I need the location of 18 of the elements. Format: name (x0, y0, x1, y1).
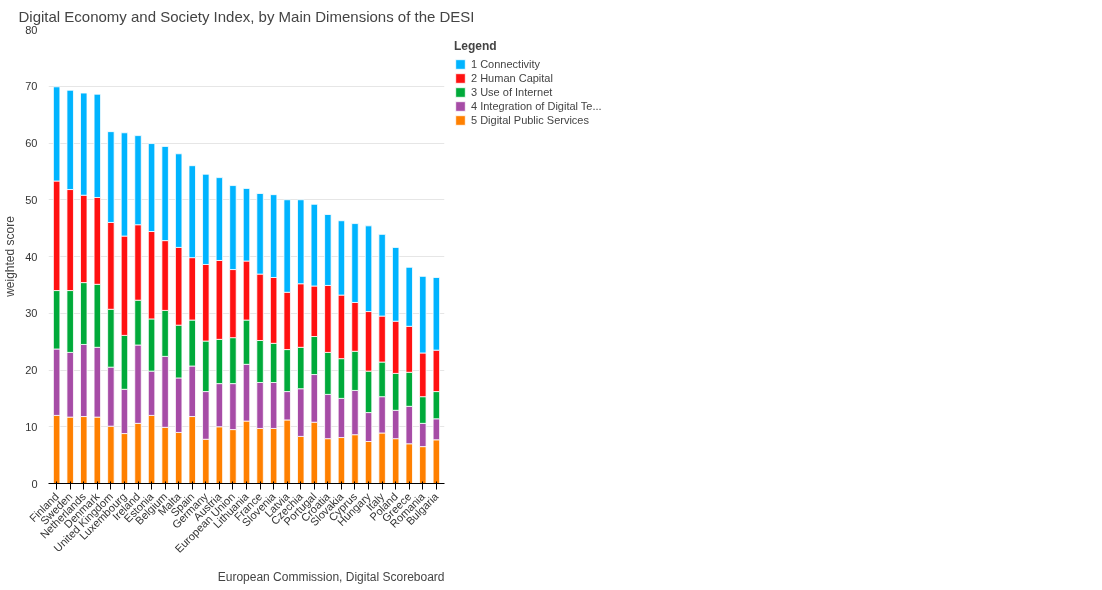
legend-label: 2 Human Capital (471, 72, 553, 84)
legend-label: 3 Use of Internet (471, 86, 553, 98)
y-tick-label: 0 (31, 477, 38, 490)
y-tick-label: 20 (25, 364, 38, 376)
y-tick-label: 10 (25, 420, 38, 433)
y-tick-label: 60 (25, 137, 38, 149)
chart-title: Digital Economy and Society Index, by Main Dimensions of the DESI (18, 7, 475, 25)
legend-label: 4 Integration of Digital Te... (471, 100, 602, 112)
y-tick-label: 70 (25, 80, 38, 93)
text: European Commission, Digital Scoreboard (217, 569, 445, 584)
y-tick-label: 30 (25, 307, 38, 320)
y-tick-label: 40 (25, 250, 38, 263)
y-axis-title: weighted score (3, 215, 18, 298)
y-tick-label: 80 (25, 23, 38, 36)
legend-label: 5 Digital Public Services (471, 114, 589, 126)
legend-title: Legend (454, 39, 498, 53)
legend-label: 1 Connectivity (471, 58, 541, 70)
y-tick-label: 50 (25, 193, 38, 206)
